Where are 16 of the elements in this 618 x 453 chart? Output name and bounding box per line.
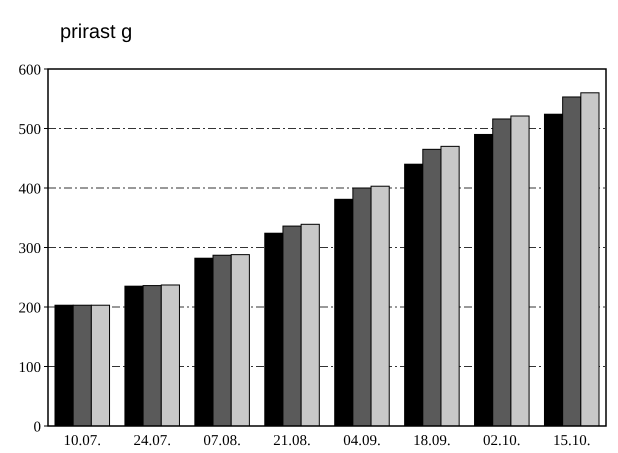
y-tick-label: 300 [18, 240, 41, 257]
x-tick-label: 18.09. [413, 433, 451, 449]
y-tick-label: 200 [18, 300, 41, 316]
x-tick-label: 24.07. [133, 433, 171, 449]
x-tick-label: 04.09. [343, 433, 381, 449]
x-tick-label: 07.08. [203, 433, 241, 449]
y-tick-label: 400 [18, 181, 41, 198]
chart-title: prirast g [60, 21, 132, 43]
x-tick-label: 02.10. [483, 433, 521, 449]
y-tick-label: 600 [18, 62, 41, 78]
x-tick-label: 21.08. [273, 433, 311, 449]
y-tick-label: 0 [34, 419, 41, 436]
y-tick-label: 500 [18, 122, 41, 138]
x-tick-label: 15.10. [552, 433, 590, 449]
x-tick-label: 10.07. [64, 433, 102, 449]
y-tick-label: 100 [18, 360, 41, 376]
